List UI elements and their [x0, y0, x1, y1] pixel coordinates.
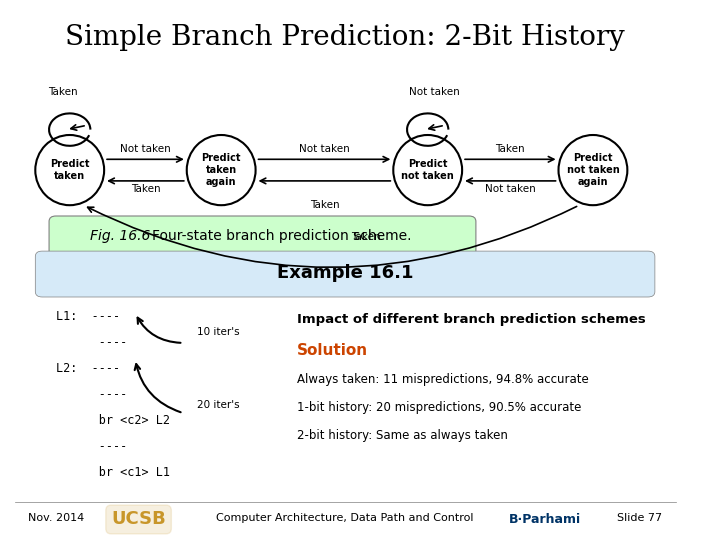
Text: Predict
not taken: Predict not taken [401, 159, 454, 181]
Text: Four-state branch prediction scheme.: Four-state branch prediction scheme. [153, 230, 412, 243]
Ellipse shape [186, 135, 256, 205]
Text: Predict
taken: Predict taken [50, 159, 89, 181]
FancyBboxPatch shape [35, 251, 655, 297]
Text: Solution: Solution [297, 343, 368, 358]
Text: br <c2> L2: br <c2> L2 [56, 414, 170, 427]
Text: Not taken: Not taken [299, 144, 350, 154]
Text: Not taken: Not taken [485, 184, 536, 194]
Text: Computer Architecture, Data Path and Control: Computer Architecture, Data Path and Con… [216, 514, 474, 523]
Text: Taken: Taken [130, 184, 161, 194]
Text: Taken: Taken [495, 144, 525, 154]
Text: Not taken: Not taken [120, 144, 171, 154]
Text: ----: ---- [56, 388, 127, 401]
Text: ----: ---- [56, 336, 127, 349]
Ellipse shape [559, 135, 627, 205]
Ellipse shape [393, 135, 462, 205]
Text: L1:  ----: L1: ---- [56, 310, 120, 323]
Text: Predict
taken
again: Predict taken again [202, 153, 241, 187]
Text: 2-bit history: Same as always taken: 2-bit history: Same as always taken [297, 429, 508, 442]
Text: Nov. 2014: Nov. 2014 [28, 514, 85, 523]
Text: B·Parhami: B·Parhami [508, 513, 581, 526]
Text: Example 16.1: Example 16.1 [277, 264, 413, 282]
Text: ----: ---- [56, 440, 127, 453]
Text: Always taken: 11 mispredictions, 94.8% accurate: Always taken: 11 mispredictions, 94.8% a… [297, 373, 589, 386]
Text: 20 iter's: 20 iter's [197, 400, 240, 410]
Text: Fig. 16.6: Fig. 16.6 [91, 230, 150, 243]
Text: L2:  ----: L2: ---- [56, 362, 120, 375]
Text: Not taken: Not taken [409, 87, 460, 97]
Text: Taken: Taken [351, 232, 381, 242]
Text: 1-bit history: 20 mispredictions, 90.5% accurate: 1-bit history: 20 mispredictions, 90.5% … [297, 401, 581, 414]
Text: UCSB: UCSB [111, 510, 166, 529]
Text: Predict
not taken
again: Predict not taken again [567, 153, 619, 187]
Text: 10 iter's: 10 iter's [197, 327, 240, 337]
Text: Simple Branch Prediction: 2-Bit History: Simple Branch Prediction: 2-Bit History [66, 24, 625, 51]
Text: Taken: Taken [310, 200, 339, 210]
FancyBboxPatch shape [49, 216, 476, 256]
Text: Taken: Taken [48, 87, 78, 97]
Ellipse shape [35, 135, 104, 205]
Text: br <c1> L1: br <c1> L1 [56, 466, 170, 479]
Text: Slide 77: Slide 77 [616, 514, 662, 523]
Text: Impact of different branch prediction schemes: Impact of different branch prediction sc… [297, 313, 646, 326]
